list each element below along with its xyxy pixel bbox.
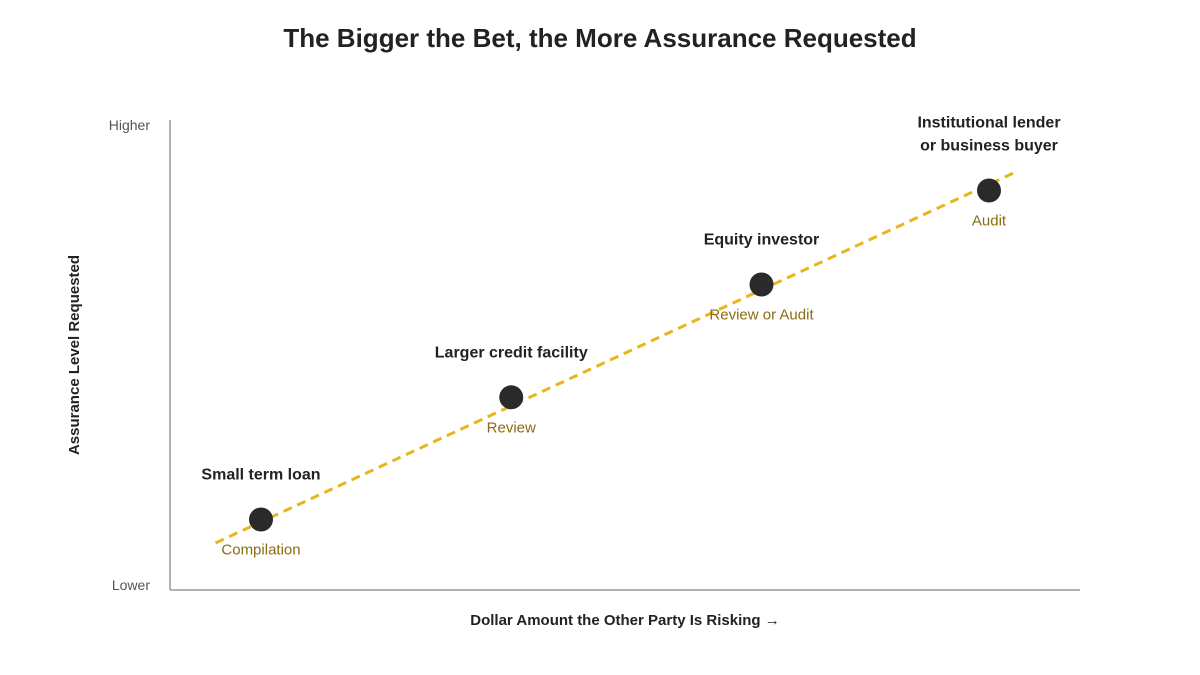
data-point-label: Equity investor <box>704 232 820 249</box>
y-axis-label: Assurance Level Requested <box>66 255 83 455</box>
data-point-group: Small term loan Compilation <box>201 467 320 559</box>
x-axis-label: Dollar Amount the Other Party Is Risking… <box>470 612 780 629</box>
data-point <box>499 385 524 410</box>
data-point-group: Equity investor Review or Audit <box>704 232 820 324</box>
data-point-sublabel: Compilation <box>221 542 300 559</box>
trend-line <box>214 170 1017 545</box>
data-point-group: Larger credit facility Review <box>435 344 588 436</box>
data-point-label: Institutional lender <box>917 115 1060 132</box>
data-point <box>249 507 273 532</box>
data-points: Small term loan Compilation Larger credit … <box>201 115 1060 559</box>
data-point-label: Small term loan <box>201 467 320 484</box>
data-point-group: Institutional lender or business buyer Aud… <box>917 115 1060 230</box>
data-point-label: Larger credit facility <box>435 344 588 361</box>
data-point-sublabel: Review <box>487 419 536 436</box>
data-point <box>977 178 1001 203</box>
data-point-sublabel: Audit <box>972 213 1007 230</box>
data-point-label: or business buyer <box>920 138 1058 155</box>
y-tick-higher: Higher <box>109 117 151 133</box>
y-tick-lower: Lower <box>112 577 150 593</box>
data-point <box>749 272 774 297</box>
chart-title: The Bigger the Bet, the More Assurance R… <box>283 23 916 53</box>
data-point-sublabel: Review or Audit <box>709 307 814 324</box>
